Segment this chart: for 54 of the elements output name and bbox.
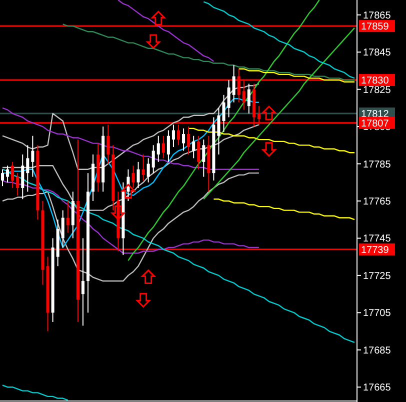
candlestick [222, 94, 226, 133]
candlestick [172, 124, 175, 148]
line-series [2, 384, 68, 401]
candlestick [31, 135, 34, 178]
line-series [238, 68, 356, 82]
candlestick [232, 64, 236, 103]
candlestick [16, 172, 20, 196]
y-tick-label: 17825 [363, 84, 392, 96]
candlestick [146, 158, 150, 183]
candlestick [182, 128, 186, 152]
candlestick [197, 135, 200, 170]
candlestick [11, 161, 14, 188]
ref-line-label: 17859 [361, 22, 390, 33]
candlestick [202, 139, 206, 178]
candlestick [227, 80, 230, 118]
candlestick [66, 200, 70, 234]
y-tick-label: 17785 [363, 159, 392, 170]
candlestick [26, 144, 30, 192]
y-tick-label: 17665 [363, 382, 392, 394]
candlestick [187, 126, 190, 155]
line-series [203, 1, 356, 79]
candlestick [247, 83, 250, 114]
ref-line-label: 17807 [361, 118, 390, 130]
line-series [213, 198, 356, 220]
y-tick-label: 17865 [363, 10, 392, 22]
y-tick-label: 17745 [363, 234, 392, 245]
candlestick [217, 107, 220, 155]
candlestick [156, 135, 160, 162]
line-series [62, 24, 356, 81]
line-series [128, 0, 320, 262]
candlestick [136, 161, 140, 188]
y-tick-label: 17765 [363, 196, 392, 208]
candlestick [166, 130, 170, 162]
candlestick [142, 154, 145, 182]
y-tick-label: 17705 [363, 308, 392, 320]
y-tick-label: 17685 [363, 345, 392, 356]
candlestick [21, 154, 24, 200]
candlestick [192, 135, 196, 159]
candlestick [6, 165, 10, 183]
candlestick [81, 238, 84, 326]
y-tick-label: 17845 [363, 48, 392, 59]
candlestick [132, 165, 135, 188]
candlestick [61, 210, 64, 248]
y-tick-label: 17725 [363, 270, 392, 282]
line-series [2, 172, 260, 282]
ref-line-label: 17812 [361, 109, 390, 120]
line-series [203, 27, 356, 200]
line-series [118, 0, 214, 62]
line-series [2, 107, 260, 170]
ref-line-label: 17830 [361, 76, 390, 87]
ref-line-label: 17739 [361, 244, 390, 256]
candlestick [1, 168, 4, 187]
candlestick [152, 144, 155, 174]
candlestick [162, 135, 165, 159]
